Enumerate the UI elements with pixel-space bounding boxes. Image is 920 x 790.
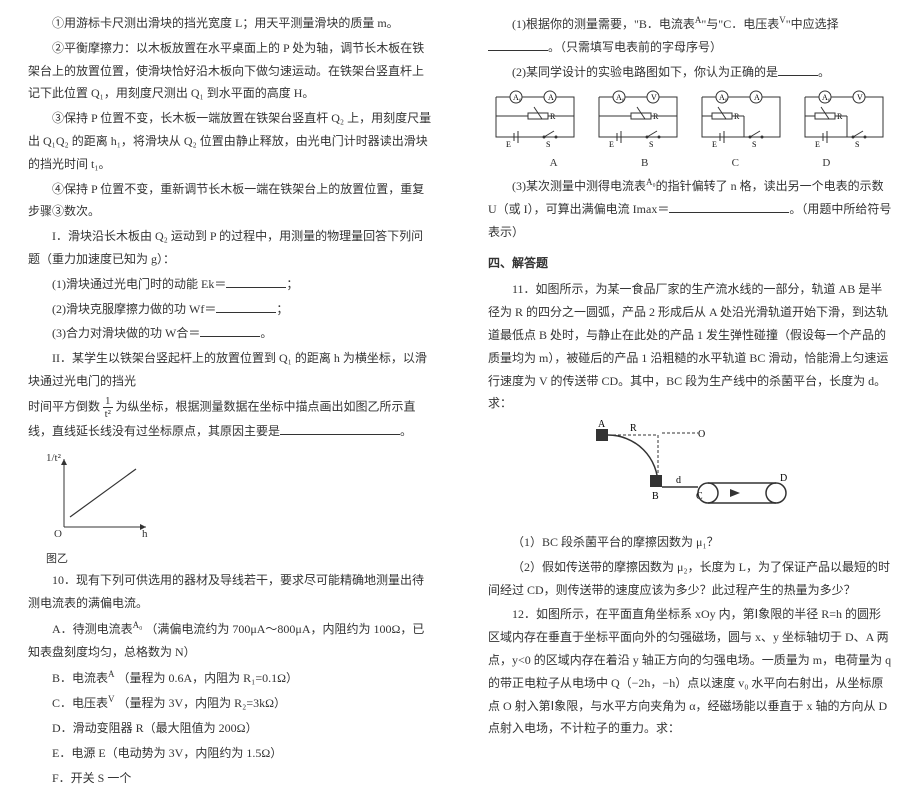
- svg-text:A₀: A₀: [719, 93, 728, 102]
- svg-text:E: E: [609, 140, 614, 149]
- svg-text:S: S: [546, 140, 550, 149]
- svg-text:A: A: [548, 93, 554, 102]
- conveyor-diagram: A R B d C D O: [488, 419, 892, 527]
- circuit-letters: A B C D: [488, 153, 892, 174]
- svg-text:E: E: [712, 140, 717, 149]
- blank-circuit: [778, 62, 818, 76]
- blank-wtot: [200, 323, 260, 337]
- q3-line: (3)合力对滑块做的功 W合＝ 。: [28, 322, 432, 345]
- svg-text:S: S: [649, 140, 653, 149]
- p12: 12．如图所示，在平面直角坐标系 xOy 内，第Ⅰ象限的半径 R=h 的圆形区域…: [488, 603, 892, 740]
- section4-title: 四、解答题: [488, 252, 892, 275]
- q11-2: （2）假如传送带的摩擦因数为 μ₂，长度为 L，为了保证产品以最短的时间经过 C…: [488, 556, 892, 602]
- r1-mid: "与"C．电压表: [701, 17, 779, 31]
- letD: D: [822, 153, 830, 174]
- svg-text:S: S: [752, 140, 756, 149]
- r2: (2)某同学设计的实验电路图如下，你认为正确的是 。: [488, 61, 892, 84]
- step1: ①用游标卡尺测出滑块的挡光宽度 L；用天平测量滑块的质量 m。: [28, 12, 432, 35]
- part1-intro: I．滑块沿长木板由 Q₂ 运动到 P 的过程中，用测量的物理量回答下列问题（重力…: [28, 225, 432, 271]
- letB: B: [641, 153, 648, 174]
- svg-text:R: R: [630, 423, 637, 434]
- optA: A．待测电流表A₀ （满偏电流约为 700μA～800μA，内阻约为 100Ω，…: [28, 617, 432, 664]
- svg-text:A: A: [754, 93, 760, 102]
- optA-pre: A．待测电流表: [52, 622, 133, 636]
- optB-pre: B．电流表: [52, 671, 108, 685]
- svg-text:B: B: [652, 491, 659, 502]
- q3-pre: (3)合力对滑块做的功 W合＝: [52, 326, 200, 340]
- optD: D．滑动变阻器 R（最大阻值为 200Ω）: [28, 717, 432, 740]
- svg-text:d: d: [676, 475, 681, 486]
- svg-text:S: S: [855, 140, 859, 149]
- graph-xlabel: h: [142, 528, 148, 539]
- svg-text:A₀: A₀: [822, 93, 831, 102]
- part2-b-pre: 时间平方倒数: [28, 399, 100, 413]
- optC: C．电压表V （量程为 3V，内阻为 R₂=3kΩ）: [28, 691, 432, 715]
- circuit-c: A₀ A R E S: [694, 87, 789, 151]
- r2-suf: 。: [818, 65, 830, 79]
- q2-suf: ；: [276, 302, 288, 316]
- q2-line: (2)滑块克服摩擦力做的功 Wf＝ ；: [28, 298, 432, 321]
- graph-yi: 1/t² h O: [46, 449, 432, 547]
- q1-line: (1)滑块通过光电门时的动能 Ek＝ ；: [28, 273, 432, 296]
- circuit-b: A₀ V R E S: [591, 87, 686, 151]
- r1-mid2: "中应选择: [786, 17, 839, 31]
- blank-reason: [280, 421, 400, 435]
- part2-a: II．某学生以铁架台竖起杆上的放置位置到 Q₁ 的距离 h 为横坐标，以滑块通过…: [28, 347, 432, 393]
- letA: A: [550, 153, 558, 174]
- step3: ③保持 P 位置不变，长木板一端放置在铁架台竖直杆 Q₂ 上，用刻度尺量出 Q₁…: [28, 107, 432, 175]
- r2-pre: (2)某同学设计的实验电路图如下，你认为正确的是: [512, 65, 778, 79]
- svg-text:A: A: [598, 419, 606, 430]
- graph-ylabel: 1/t²: [46, 452, 62, 464]
- svg-text:V: V: [857, 93, 863, 102]
- r1-suf: 。（只需填写电表前的字母序号）: [548, 40, 722, 54]
- step4: ④保持 P 位置不变，重新调节长木板一端在铁架台上的放置位置，重复步骤③数次。: [28, 178, 432, 224]
- q11-1: （1）BC 段杀菌平台的摩擦因数为 μ₁？: [488, 531, 892, 554]
- q1-suf: ；: [286, 277, 298, 291]
- q1-pre: (1)滑块通过光电门时的动能 Ek＝: [52, 277, 226, 291]
- optF: F．开关 S 一个: [28, 767, 432, 790]
- conveyor-svg: A R B d C D O: [580, 419, 800, 519]
- circuit-a: A₀ A R E S: [488, 87, 583, 151]
- svg-text:E: E: [506, 140, 511, 149]
- q3-suf: 。: [260, 326, 272, 340]
- circuit-row: A₀ A R E S A₀ V R E S A₀ A R: [488, 87, 892, 151]
- blank-wf: [216, 299, 276, 313]
- svg-text:D: D: [780, 473, 787, 484]
- optB-suf: （量程为 0.6A，内阻为 R₁=0.1Ω）: [118, 671, 299, 685]
- blank-choose: [488, 37, 548, 51]
- circuit-d: A₀ V R E S: [797, 87, 892, 151]
- r1-pre: (1)根据你的测量需要，"B．电流表: [512, 17, 695, 31]
- part2-b: 时间平方倒数 1 t² 为纵坐标，根据测量数据在坐标中描点画出如图乙所示直线，直…: [28, 395, 432, 443]
- r3-pre: (3)某次测量中测得电流表: [512, 179, 646, 193]
- r1: (1)根据你的测量需要，"B．电流表A"与"C．电压表V"中应选择。（只需填写电…: [488, 12, 892, 59]
- optC-suf: （量程为 3V，内阻为 R₂=3kΩ）: [118, 696, 287, 710]
- svg-text:E: E: [815, 140, 820, 149]
- optB: B．电流表A （量程为 0.6A，内阻为 R₁=0.1Ω）: [28, 666, 432, 690]
- letC: C: [732, 153, 739, 174]
- graph-svg: 1/t² h O: [46, 449, 156, 539]
- svg-text:A₀: A₀: [616, 93, 625, 102]
- svg-text:O: O: [698, 429, 705, 440]
- blank-imax: [669, 199, 789, 213]
- r3: (3)某次测量中测得电流表A₀的指针偏转了 n 格，读出另一个电表的示数 U（或…: [488, 174, 892, 243]
- optC-pre: C．电压表: [52, 696, 108, 710]
- q2-pre: (2)滑块克服摩擦力做的功 Wf＝: [52, 302, 216, 316]
- p11: 11．如图所示，为某一食品厂家的生产流水线的一部分，轨道 AB 是半径为 R 的…: [488, 278, 892, 415]
- blank-ek: [226, 274, 286, 288]
- optE: E．电源 E（电动势为 3V，内阻约为 1.5Ω）: [28, 742, 432, 765]
- svg-text:A₀: A₀: [513, 93, 522, 102]
- graph-caption: 图乙: [46, 549, 432, 570]
- graph-origin: O: [54, 528, 62, 539]
- q10: 10．现有下列可供选用的器材及导线若干，要求尽可能精确地测量出待测电流表的满偏电…: [28, 569, 432, 615]
- step2: ②平衡摩擦力：以木板放置在水平桌面上的 P 处为轴，调节长木板在铁架台上的放置位…: [28, 37, 432, 105]
- svg-text:V: V: [651, 93, 657, 102]
